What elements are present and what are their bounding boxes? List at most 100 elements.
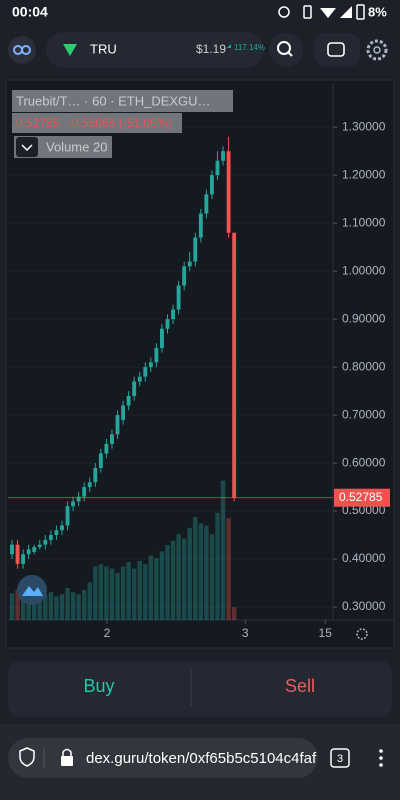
search-icon — [277, 41, 291, 55]
candle-body — [209, 175, 214, 195]
y-tick-label: 0.50000 — [342, 503, 386, 517]
candle-body — [26, 549, 31, 555]
candle-body — [82, 487, 87, 497]
y-tick-label: 1.00000 — [342, 263, 386, 277]
volume-bar — [204, 525, 209, 620]
clock: 00:04 — [12, 4, 48, 20]
candle-body — [176, 285, 181, 310]
candle-body — [60, 525, 64, 531]
settings-button[interactable] — [366, 39, 388, 61]
wifi-icon — [320, 8, 336, 18]
candle-body — [132, 381, 137, 396]
volume-bar — [48, 592, 54, 620]
sell-button[interactable]: Sell — [285, 676, 315, 696]
volume-bar — [226, 518, 231, 620]
volume-bar — [109, 568, 115, 620]
candle-body — [115, 415, 120, 435]
x-tick-label: 2 — [104, 626, 111, 640]
last-price-tag — [334, 488, 390, 507]
url-fade — [318, 738, 328, 778]
candle-body — [154, 347, 159, 363]
candle-body — [198, 213, 203, 238]
wallet-icon — [327, 42, 345, 57]
lock-icon — [62, 748, 72, 756]
candle-body — [215, 160, 220, 176]
volume-bar — [148, 555, 154, 620]
search-button[interactable] — [269, 33, 303, 67]
y-tick-label: 0.80000 — [342, 359, 386, 373]
candle-body — [137, 376, 142, 382]
url-text: dex.guru/token/0xf65b5c5104c4faf — [86, 750, 317, 767]
candle-body — [148, 362, 153, 368]
candle-body — [232, 232, 237, 498]
lock-icon — [61, 756, 73, 766]
candle-body — [165, 319, 170, 329]
volume-bar — [165, 544, 170, 620]
volume-bar — [26, 594, 31, 620]
volume-bar — [215, 512, 220, 620]
volume-bar — [98, 564, 104, 620]
candle-body — [76, 496, 81, 502]
candle-body — [171, 309, 175, 320]
trade-panel — [8, 661, 392, 717]
battery-icon — [356, 4, 365, 20]
volume-bar — [87, 582, 92, 620]
battery-level: 8% — [368, 4, 387, 19]
url-field[interactable] — [8, 738, 318, 778]
up-arrow — [227, 44, 231, 48]
wallet-button[interactable] — [314, 33, 360, 67]
volume-bar — [126, 562, 131, 620]
candle-body — [15, 544, 20, 564]
buy-button[interactable]: Buy — [83, 676, 114, 696]
volume-bar — [131, 568, 137, 620]
legend-bg — [14, 136, 112, 158]
volume-bar — [104, 566, 109, 620]
candle-body — [160, 328, 164, 348]
menu-icon — [379, 756, 383, 760]
y-tick-label: 0.30000 — [342, 599, 386, 613]
menu-icon — [379, 763, 383, 767]
candle-body — [48, 535, 53, 540]
tabs-button[interactable] — [330, 748, 350, 768]
legend-bg — [12, 90, 233, 112]
candle-body — [182, 266, 187, 286]
chart-settings[interactable] — [356, 628, 368, 640]
candle-body — [187, 261, 192, 267]
menu-icon[interactable] — [379, 749, 383, 753]
legend-bg — [12, 113, 182, 133]
volume-bar — [37, 596, 42, 620]
candle-body — [98, 453, 103, 468]
volume-bar — [170, 540, 176, 620]
candle-body — [143, 367, 148, 377]
plot: 0.30000 0.40000 0.50000 0.60000 0.70000 0.800… — [8, 119, 390, 640]
collapse-button[interactable] — [16, 137, 38, 157]
volume-bar — [70, 592, 76, 620]
token-pill[interactable] — [46, 32, 264, 68]
volume-bar — [65, 587, 70, 620]
volume-bar — [9, 593, 15, 620]
volume-bar — [115, 572, 120, 620]
volume-bar — [137, 561, 142, 620]
candle-body — [110, 434, 114, 444]
signal-icon — [340, 6, 352, 18]
x-tick-label: 15 — [319, 626, 333, 640]
legend-ohlc: 0.52785 — [16, 116, 60, 130]
chart-panel — [5, 79, 395, 649]
tv-logo — [22, 586, 43, 596]
token-change: 117.14% — [234, 43, 265, 52]
volume-bar — [93, 566, 98, 620]
candle-body — [93, 467, 98, 483]
candle-body — [43, 539, 48, 545]
token-price: $1.19 — [196, 42, 226, 56]
volume-bar — [59, 594, 65, 620]
legend-title: Truebit/T… · 60 · ETH_DEXGU… — [16, 93, 211, 108]
volume-bar — [81, 589, 87, 620]
volume-bar — [54, 596, 59, 620]
shield-icon — [19, 747, 35, 767]
settings-icon — [373, 46, 381, 54]
volume-bar — [193, 517, 198, 620]
candle-body — [21, 554, 26, 564]
tab-count: 3 — [337, 753, 343, 765]
